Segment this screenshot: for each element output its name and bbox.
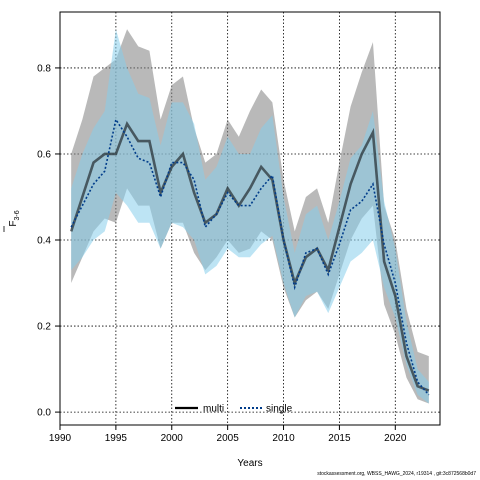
y-tick-label: 0.6 xyxy=(37,149,51,160)
legend-label-multi: multi xyxy=(203,404,224,415)
x-tick-label: 2005 xyxy=(217,433,240,444)
line-multi xyxy=(69,120,430,392)
footer-credit: stockassessment.org, WBSS_HAWG_2024, r19… xyxy=(317,471,476,477)
x-tick-label: 2010 xyxy=(272,433,295,444)
x-tick-label: 2015 xyxy=(328,433,351,444)
x-tick-label: 2020 xyxy=(384,433,407,444)
band-single xyxy=(71,29,429,404)
y-tick-label: 0.0 xyxy=(37,408,51,419)
y-axis-label: F3-6 xyxy=(8,210,21,226)
y-tick-label: 0.4 xyxy=(37,236,51,247)
confidence-bands xyxy=(71,29,429,404)
plot-frame xyxy=(59,11,441,426)
y-axis-label-subscript: 3-6 xyxy=(14,210,21,220)
y-tick-label: 0.8 xyxy=(37,63,51,74)
x-axis-label: Years xyxy=(237,458,262,469)
series-lines xyxy=(69,117,430,396)
x-tick-label: 1990 xyxy=(49,433,72,444)
axes: 1990 1995 2000 2005 2010 2015 2020 0.0 0.2 0.4 0.6… xyxy=(3,63,407,444)
y-axis-label-main: F xyxy=(8,221,19,227)
legend-label-single: single xyxy=(266,404,293,415)
x-tick-label: 1995 xyxy=(105,433,128,444)
line-single xyxy=(70,117,430,396)
legend: multi single xyxy=(175,404,293,415)
x-tick-label: 2000 xyxy=(161,433,184,444)
y-tick-label: 0.2 xyxy=(37,322,51,333)
